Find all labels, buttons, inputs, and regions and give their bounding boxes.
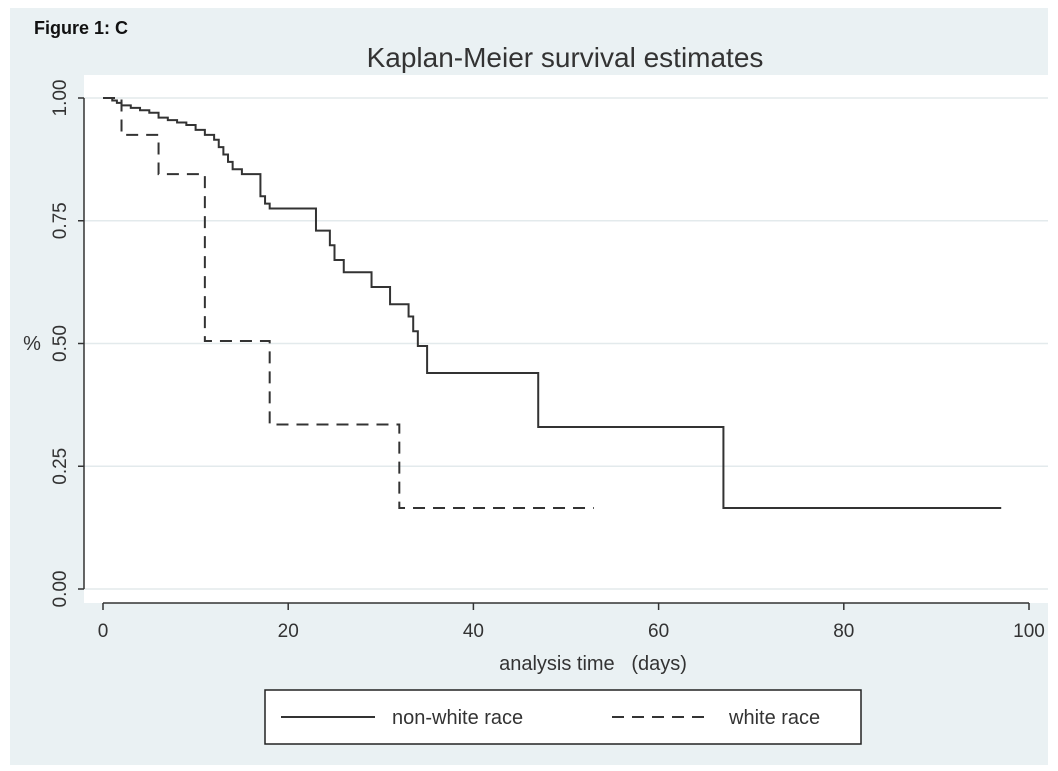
axes: 0.00 0.25 0.50 0.75 1.00 0 20 40 60 80 100 xyxy=(50,80,1045,642)
series-lines xyxy=(103,97,1002,509)
y-tick-label-0: 0.00 xyxy=(50,571,71,608)
legend-label-non-white: non-white race xyxy=(392,707,523,729)
x-tick-label-3: 60 xyxy=(648,621,669,642)
gridlines xyxy=(84,97,1048,590)
legend-label-white: white race xyxy=(728,707,820,729)
x-tick-label-1: 20 xyxy=(278,621,299,642)
x-tick-label-0: 0 xyxy=(98,621,109,642)
y-tick-label-1: 0.25 xyxy=(50,448,71,485)
plot-area xyxy=(84,75,1048,603)
series-non-white-race-line xyxy=(103,97,1002,509)
y-tick-label-2: 0.50 xyxy=(50,325,71,362)
x-axis-label: analysis time (days) xyxy=(499,653,687,675)
y-tick-label-4: 1.00 xyxy=(50,80,71,117)
y-tick-label-3: 0.75 xyxy=(50,202,71,239)
x-tick-label-5: 100 xyxy=(1013,621,1045,642)
figure-label: Figure 1: C xyxy=(34,18,129,38)
legend: non-white race white race xyxy=(264,689,862,745)
y-axis-label: % xyxy=(23,333,41,355)
series-white-race-line xyxy=(103,97,594,509)
x-tick-label-2: 40 xyxy=(463,621,484,642)
chart-title: Kaplan-Meier survival estimates xyxy=(367,42,764,73)
x-tick-label-4: 80 xyxy=(833,621,854,642)
